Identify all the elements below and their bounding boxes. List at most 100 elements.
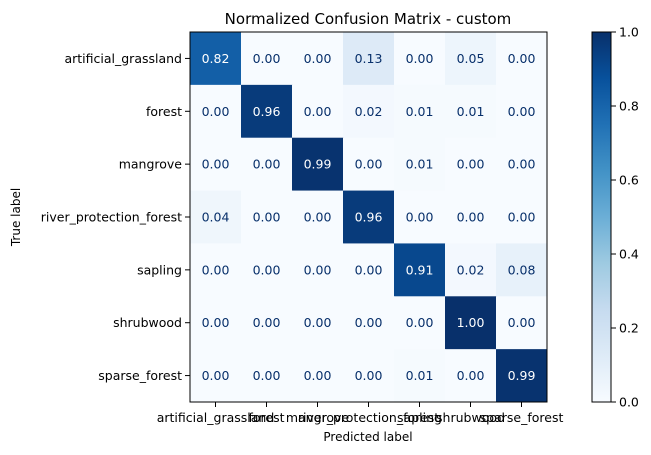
heatmap-cell-r0-c6 — [496, 32, 548, 86]
heatmap-cell-r4-c6 — [496, 243, 548, 297]
heatmap-cell-r6-c5 — [445, 349, 497, 403]
y-tick-label: forest — [146, 104, 182, 119]
cell-value-label: 0.00 — [304, 210, 332, 225]
heatmap-cell-r5-c0 — [190, 296, 242, 350]
cell-value-label: 0.00 — [304, 104, 332, 119]
chart-title: Normalized Confusion Matrix - custom — [225, 10, 512, 28]
heatmap-cell-r0-c1 — [241, 32, 293, 86]
x-tick-label: sapling — [397, 410, 442, 425]
heatmap-cell-r1-c2 — [292, 84, 344, 139]
y-tick-label: sapling — [137, 262, 182, 277]
cell-value-label: 0.00 — [253, 157, 281, 172]
cell-value-label: 0.00 — [253, 368, 281, 383]
cell-value-label: 0.00 — [355, 368, 383, 383]
cell-value-label: 0.00 — [202, 104, 230, 119]
cell-value-label: 0.00 — [202, 315, 230, 330]
heatmap-cell-r6-c2 — [292, 349, 344, 403]
heatmap-cell-r0-c4 — [394, 32, 446, 86]
heatmap-cell-r0-c2 — [292, 32, 344, 86]
heatmap-cell-r1-c5 — [445, 84, 497, 139]
heatmap-cell-r6-c0 — [190, 349, 242, 403]
heatmap-cell-r1-c3 — [343, 84, 395, 139]
y-tick-label: river_protection_forest — [41, 210, 182, 225]
cell-value-label: 0.00 — [304, 315, 332, 330]
heatmap-cell-labels: 0.82 0.00 0.00 0.13 0.00 0.05 0.00 0.00 0.96 0.00… — [202, 51, 536, 383]
y-tick-label: shrubwood — [113, 315, 182, 330]
cell-value-label: 0.00 — [508, 315, 536, 330]
cell-value-label: 1.00 — [457, 315, 485, 330]
heatmap-cell-r5-c3 — [343, 296, 395, 350]
cell-value-label: 0.00 — [406, 315, 434, 330]
cell-value-label: 0.00 — [508, 210, 536, 225]
cell-value-label: 0.00 — [406, 51, 434, 66]
cell-value-label: 0.01 — [406, 104, 434, 119]
cell-value-label: 0.08 — [508, 262, 536, 277]
cell-value-label: 0.01 — [457, 104, 485, 119]
cell-value-label: 0.00 — [508, 51, 536, 66]
heatmap-cell-r0-c5 — [445, 32, 497, 86]
heatmap-cells — [190, 32, 548, 403]
cell-value-label: 0.02 — [355, 104, 383, 119]
cell-value-label: 0.02 — [457, 262, 485, 277]
heatmap-cell-r5-c6 — [496, 296, 548, 350]
cell-value-label: 0.00 — [508, 157, 536, 172]
colorbar — [591, 31, 612, 403]
colorbar-tick-label: 0.0 — [619, 395, 639, 410]
cell-value-label: 0.00 — [304, 368, 332, 383]
heatmap-cell-r1-c6 — [496, 84, 548, 139]
heatmap-cell-r5-c1 — [241, 296, 293, 350]
heatmap-cell-r3-c4 — [394, 190, 446, 244]
colorbar-tick-label: 0.4 — [619, 247, 639, 262]
x-tick-label: river_protection_forest — [298, 410, 439, 425]
cell-value-label: 0.04 — [202, 210, 230, 225]
heatmap-cell-r0-c0 — [190, 32, 242, 86]
heatmap-cell-r2-c3 — [343, 137, 395, 192]
heatmap-cell-r6-c1 — [241, 349, 293, 403]
x-tick-label: sparse_forest — [480, 410, 564, 425]
colorbar-ticks: 0.0 0.2 0.4 0.6 0.8 1.0 — [611, 25, 639, 410]
cell-value-label: 0.82 — [202, 51, 230, 66]
heatmap-cell-r0-c3 — [343, 32, 395, 86]
heatmap-cell-r3-c5 — [445, 190, 497, 244]
cell-value-label: 0.00 — [508, 104, 536, 119]
heatmap-cell-r4-c3 — [343, 243, 395, 297]
cell-value-label: 0.00 — [253, 315, 281, 330]
heatmap-cell-r5-c5 — [445, 296, 497, 350]
y-tick-label: artificial_grassland — [64, 51, 182, 66]
heatmap-cell-r2-c5 — [445, 137, 497, 192]
colorbar-tick-label: 0.2 — [619, 321, 639, 336]
x-tick-label: artificial_grassland — [157, 410, 275, 425]
heatmap-cell-r1-c4 — [394, 84, 446, 139]
cell-value-label: 0.00 — [457, 157, 485, 172]
heatmap-cell-r2-c6 — [496, 137, 548, 192]
heatmap-cell-r4-c2 — [292, 243, 344, 297]
cell-value-label: 0.13 — [355, 51, 383, 66]
cell-value-label: 0.96 — [253, 104, 281, 119]
heatmap-cell-r3-c1 — [241, 190, 293, 244]
cell-value-label: 0.00 — [202, 157, 230, 172]
heatmap-cell-r2-c2 — [292, 137, 344, 192]
cell-value-label: 0.00 — [304, 51, 332, 66]
heatmap-cell-r6-c3 — [343, 349, 395, 403]
cell-value-label: 0.00 — [202, 368, 230, 383]
heatmap-cell-r2-c1 — [241, 137, 293, 192]
colorbar-tick-label: 0.6 — [619, 173, 639, 188]
heatmap-cell-r5-c4 — [394, 296, 446, 350]
heatmap-cell-r2-c0 — [190, 137, 242, 192]
cell-value-label: 0.00 — [457, 210, 485, 225]
y-tick-label: mangrove — [119, 157, 183, 172]
heatmap-cell-r5-c2 — [292, 296, 344, 350]
x-axis-label: Predicted label — [323, 430, 412, 444]
cell-value-label: 0.05 — [457, 51, 485, 66]
heatmap-cell-r4-c1 — [241, 243, 293, 297]
colorbar-tick-label: 1.0 — [619, 25, 639, 40]
colorbar-tick-label: 0.8 — [619, 99, 639, 114]
heatmap-cell-r4-c4 — [394, 243, 446, 297]
cell-value-label: 0.99 — [508, 368, 536, 383]
cell-value-label: 0.00 — [202, 262, 230, 277]
heatmap-cell-r1-c0 — [190, 84, 242, 139]
